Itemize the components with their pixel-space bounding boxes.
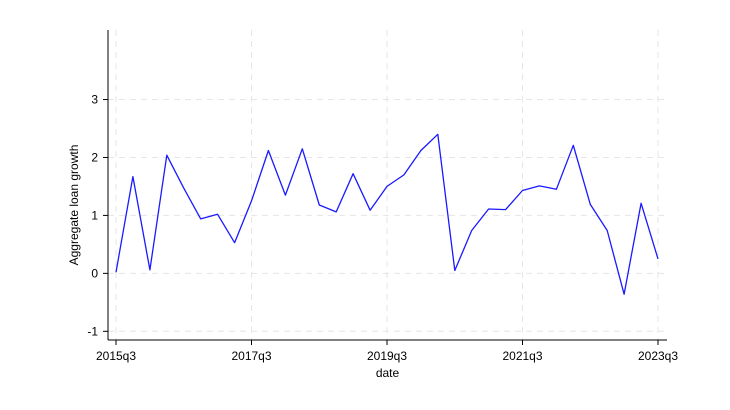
x-tick-label: 2017q3 — [231, 349, 271, 363]
series-layer — [115, 133, 659, 295]
y-axis-title: Aggregate loan growth — [67, 145, 81, 266]
y-tick-label: 1 — [91, 208, 98, 222]
y-tick-label: -1 — [87, 324, 98, 338]
x-axis-title: date — [376, 366, 400, 380]
y-tick-label: 3 — [91, 93, 98, 107]
y-tick-label: 2 — [91, 150, 98, 164]
tick-layer: -1 0 1 2 3 2015q3 2017q3 2019q3 2021q3 2023q3 — [87, 93, 678, 363]
series-line — [115, 133, 659, 295]
x-tick-label: 2023q3 — [638, 349, 678, 363]
grid-layer — [108, 30, 667, 340]
x-tick-label: 2015q3 — [96, 349, 136, 363]
x-tick-label: 2021q3 — [502, 349, 542, 363]
x-tick-label: 2019q3 — [367, 349, 407, 363]
y-tick-label: 0 — [91, 266, 98, 280]
